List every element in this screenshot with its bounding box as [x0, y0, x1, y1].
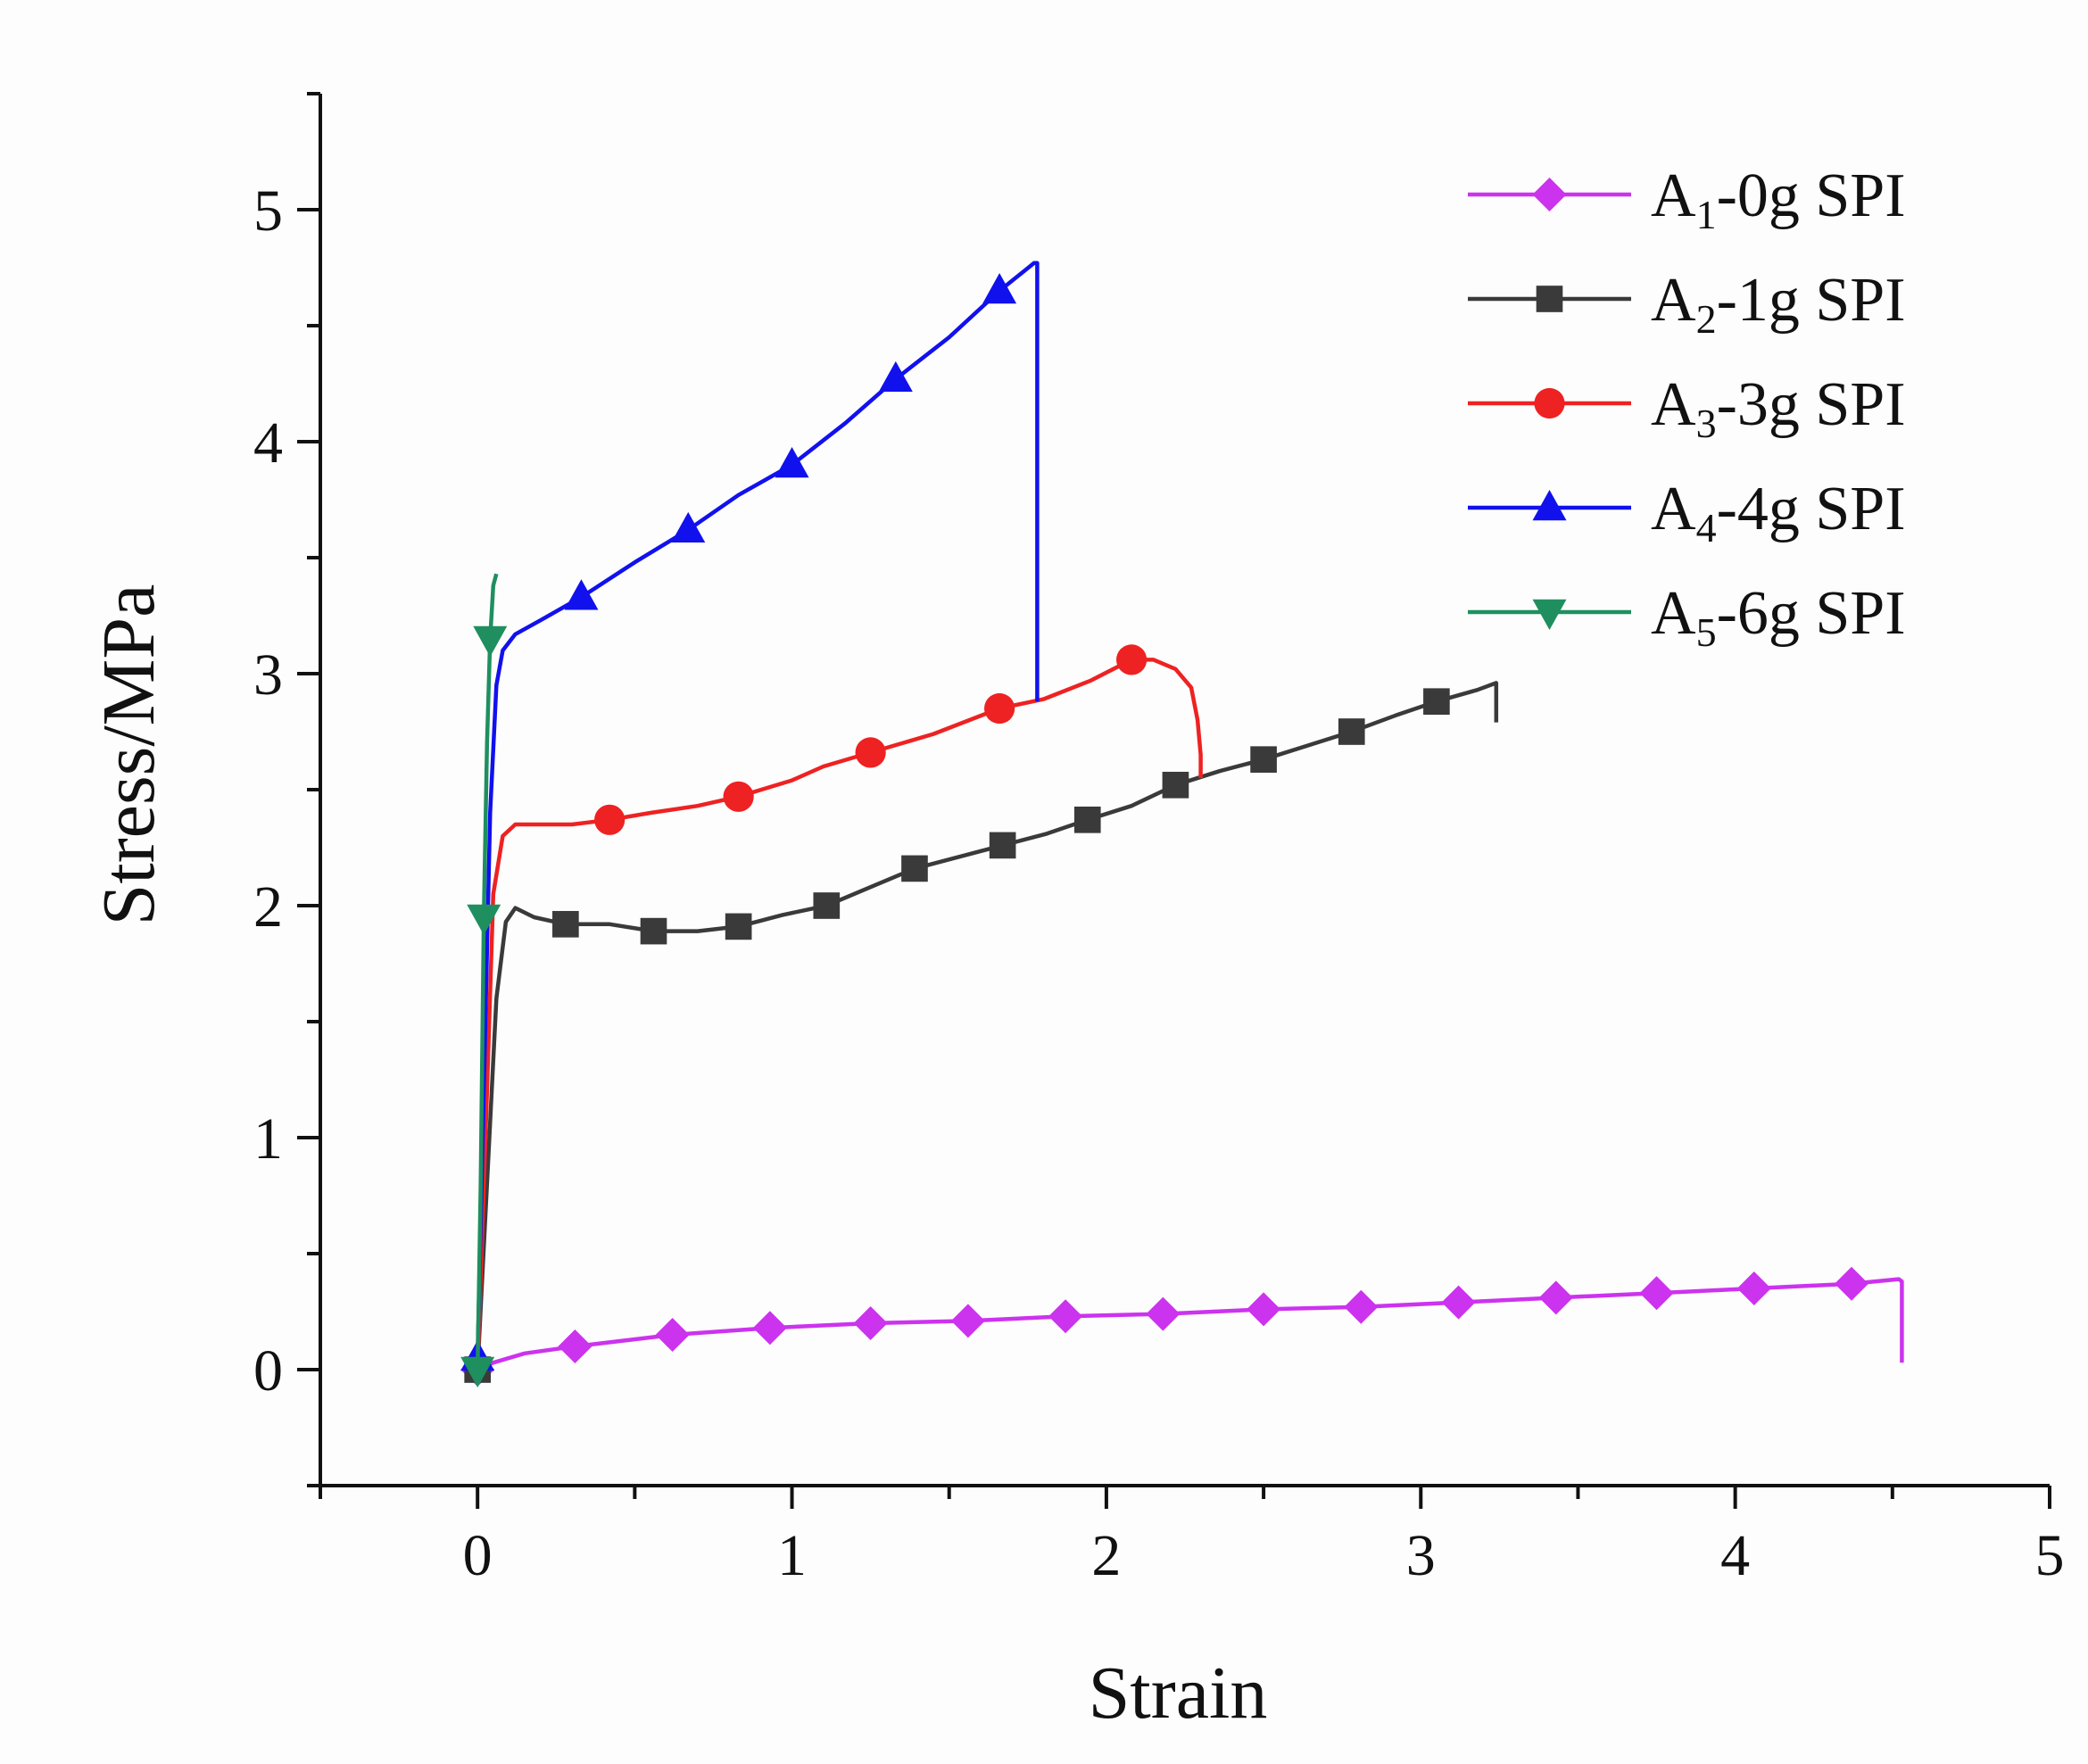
- data-point: [564, 579, 599, 610]
- legend-label: A4-4g SPI: [1651, 475, 1906, 551]
- axes: 0 1 2 3 4 5 0 1 2 3 4 5: [253, 92, 2065, 1588]
- data-point: [1162, 771, 1189, 799]
- legend-item: A3-3g SPI: [1468, 370, 1906, 446]
- data-point: [853, 1306, 888, 1340]
- x-axis-title: Strain: [1089, 1652, 1268, 1735]
- y-tick-label: 4: [253, 410, 283, 476]
- data-point: [558, 1329, 592, 1363]
- data-point: [552, 910, 579, 938]
- x-tick-label: 5: [2035, 1523, 2065, 1588]
- data-point: [1073, 806, 1101, 833]
- data-point: [878, 360, 913, 393]
- legend-label: A1-0g SPI: [1651, 161, 1906, 237]
- data-point: [813, 892, 841, 919]
- y-tick-label: 2: [253, 874, 283, 940]
- legend: A1-0g SPI A2-1g SPI A3-3g SPI A4-4g SPI A5-6…: [1468, 161, 1906, 655]
- x-tick-label: 2: [1091, 1523, 1121, 1588]
- data-point: [1423, 688, 1450, 716]
- x-tick-label: 1: [777, 1523, 807, 1588]
- series-line: [475, 261, 1040, 1359]
- data-point: [855, 737, 886, 768]
- data-point: [1639, 1276, 1674, 1311]
- data-point: [725, 913, 752, 940]
- data-point: [723, 781, 754, 812]
- series-4: [460, 261, 1040, 1371]
- legend-item: A2-1g SPI: [1468, 266, 1906, 342]
- data-point: [752, 1311, 787, 1346]
- data-point: [984, 692, 1015, 725]
- data-point: [467, 904, 501, 935]
- data-point: [1146, 1296, 1181, 1331]
- y-tick-label: 3: [253, 642, 283, 708]
- legend-label: A3-3g SPI: [1651, 370, 1906, 446]
- data-point: [982, 273, 1017, 304]
- series-line: [475, 573, 499, 1371]
- data-point: [1250, 746, 1277, 774]
- x-axis-ticks: 0 1 2 3 4 5: [319, 1486, 2065, 1588]
- x-tick-label: 4: [1720, 1523, 1750, 1588]
- data-point: [1247, 1292, 1281, 1327]
- series-line: [476, 1277, 1904, 1372]
- y-tick-label: 0: [253, 1338, 283, 1404]
- data-point: [1736, 1271, 1771, 1305]
- data-point: [473, 625, 508, 657]
- data-point: [460, 1356, 495, 1387]
- data-point: [1048, 1299, 1083, 1334]
- data-point: [1835, 1266, 1869, 1301]
- data-point: [671, 511, 706, 543]
- legend-marker: [1536, 286, 1563, 312]
- legend-marker: [1532, 599, 1567, 630]
- legend-item: A5-6g SPI: [1468, 579, 1906, 655]
- legend-marker: [1532, 178, 1567, 211]
- data-point: [989, 832, 1016, 859]
- legend-marker: [1534, 387, 1565, 419]
- series-line: [475, 658, 1203, 1371]
- legend-marker: [1532, 490, 1567, 521]
- legend-label: A5-6g SPI: [1651, 579, 1906, 655]
- series-layer: [460, 261, 1904, 1387]
- data-point: [950, 1304, 985, 1338]
- legend-label: A2-1g SPI: [1651, 266, 1906, 342]
- x-tick-label: 0: [463, 1523, 493, 1588]
- y-axis-ticks: 0 1 2 3 4 5: [253, 92, 320, 1487]
- y-axis-title: Stress/MPa: [87, 584, 170, 926]
- data-point: [775, 447, 809, 478]
- series-2: [464, 681, 1499, 1383]
- x-tick-label: 3: [1406, 1523, 1436, 1588]
- data-point: [901, 855, 928, 882]
- data-point: [655, 1318, 690, 1352]
- series-line: [475, 681, 1499, 1371]
- data-point: [1538, 1280, 1573, 1315]
- data-point: [594, 804, 626, 835]
- legend-item: A1-0g SPI: [1468, 161, 1906, 237]
- data-point: [640, 917, 667, 945]
- y-tick-label: 5: [253, 178, 283, 244]
- data-point: [1338, 718, 1365, 745]
- data-point: [1344, 1289, 1379, 1324]
- data-point: [1115, 644, 1148, 675]
- series-5: [460, 573, 508, 1387]
- series-3: [475, 644, 1203, 1371]
- legend-item: A4-4g SPI: [1468, 475, 1906, 551]
- series-1: [460, 1266, 1904, 1387]
- data-point: [1441, 1285, 1476, 1320]
- y-tick-label: 1: [253, 1106, 283, 1172]
